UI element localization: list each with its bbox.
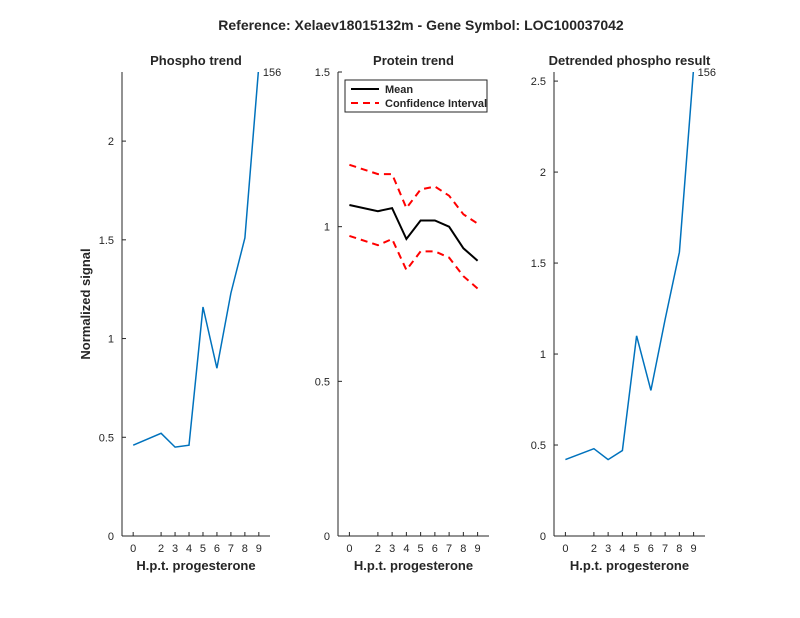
protein-trend-x-tick-label: 7 [446, 543, 452, 555]
protein-trend-legend-box [344, 79, 488, 113]
detrended-phospho-x-tick-label: 5 [634, 543, 640, 555]
protein-trend-title: Protein trend [373, 53, 454, 68]
detrended-phospho-x-tick-label: 4 [619, 543, 625, 555]
protein-trend-y-tick-label: 0.5 [315, 376, 330, 388]
protein-trend-x-tick-label: 5 [418, 543, 424, 555]
protein-trend-series-line-2 [349, 234, 479, 290]
detrended-phospho-annotation: 156 [698, 67, 716, 79]
phospho-trend-x-tick-label: 4 [186, 543, 192, 555]
detrended-phospho-y-tick-label: 2 [540, 167, 546, 179]
protein-trend-x-tick-label: 9 [475, 543, 481, 555]
detrended-phospho-x-tick-label: 0 [562, 543, 568, 555]
protein-trend-legend-label: Confidence Interval [385, 98, 487, 110]
phospho-trend-y-tick-label: 1 [108, 334, 114, 346]
phospho-trend-x-tick-label: 2 [158, 543, 164, 555]
protein-trend-x-tick-label: 2 [375, 543, 381, 555]
protein-trend-legend-label: Mean [385, 84, 413, 96]
phospho-trend-x-tick-label: 6 [214, 543, 220, 555]
detrended-phospho-y-tick-label: 1.5 [531, 258, 546, 270]
protein-trend-x-tick-label: 0 [346, 543, 352, 555]
detrended-phospho-x-label: H.p.t. progesterone [570, 558, 689, 573]
phospho-trend-x-tick-label: 9 [256, 543, 262, 555]
phospho-trend-x-tick-label: 0 [130, 543, 136, 555]
protein-trend-x-tick-label: 3 [389, 543, 395, 555]
detrended-phospho-y-tick-label: 1 [540, 349, 546, 361]
protein-trend-series-mean [349, 204, 479, 262]
detrended-phospho-y-tick-label: 0 [540, 531, 546, 543]
phospho-trend-title: Phospho trend [150, 53, 242, 68]
protein-trend-x-tick-label: 6 [432, 543, 438, 555]
protein-trend-legend: Mean Confidence Interval [344, 79, 488, 113]
phospho-trend-x-tick-label: 8 [242, 543, 248, 555]
phospho-trend-x-tick-label: 7 [228, 543, 234, 555]
protein-trend-x-label: H.p.t. progesterone [354, 558, 473, 573]
detrended-phospho-x-tick-label: 6 [648, 543, 654, 555]
protein-trend-panel: 0 2 3 4 5 6 7 8 9 0 0.5 1 1.5 Protein trend H.p.t. pro… [315, 53, 489, 573]
protein-trend-x-tick-label: 8 [460, 543, 466, 555]
phospho-trend-x-tick-label: 5 [200, 543, 206, 555]
detrended-phospho-title: Detrended phospho result [549, 53, 711, 68]
figure-title: Reference: Xelaev18015132m - Gene Symbol… [218, 17, 624, 33]
protein-trend-y-tick-label: 1.5 [315, 67, 330, 79]
phospho-trend-y-tick-label: 2 [108, 136, 114, 148]
detrended-phospho-x-tick-label: 7 [662, 543, 668, 555]
phospho-trend-annotation: 156 [263, 67, 281, 79]
detrended-phospho-x-tick-label: 8 [676, 543, 682, 555]
protein-trend-y-tick-label: 1 [324, 222, 330, 234]
phospho-trend-x-tick-label: 3 [172, 543, 178, 555]
detrended-phospho-x-tick-label: 2 [591, 543, 597, 555]
protein-trend-y-tick-label: 0 [324, 531, 330, 543]
phospho-trend-y-tick-label: 0.5 [99, 432, 114, 444]
detrended-phospho-series-line-0 [565, 72, 695, 461]
phospho-trend-y-label: Normalized signal [78, 248, 93, 359]
detrended-phospho-y-tick-label: 2.5 [531, 76, 546, 88]
protein-trend-x-tick-label: 4 [403, 543, 409, 555]
detrended-phospho-x-tick-label: 9 [691, 543, 697, 555]
detrended-phospho-y-tick-label: 0.5 [531, 440, 546, 452]
phospho-trend-y-tick-label: 0 [108, 531, 114, 543]
phospho-trend-series-line-0 [132, 72, 260, 448]
phospho-trend-x-label: H.p.t. progesterone [136, 558, 255, 573]
phospho-trend-y-tick-label: 1.5 [99, 235, 114, 247]
protein-trend-series-confidence-interval [349, 163, 479, 225]
detrended-phospho-x-tick-label: 3 [605, 543, 611, 555]
